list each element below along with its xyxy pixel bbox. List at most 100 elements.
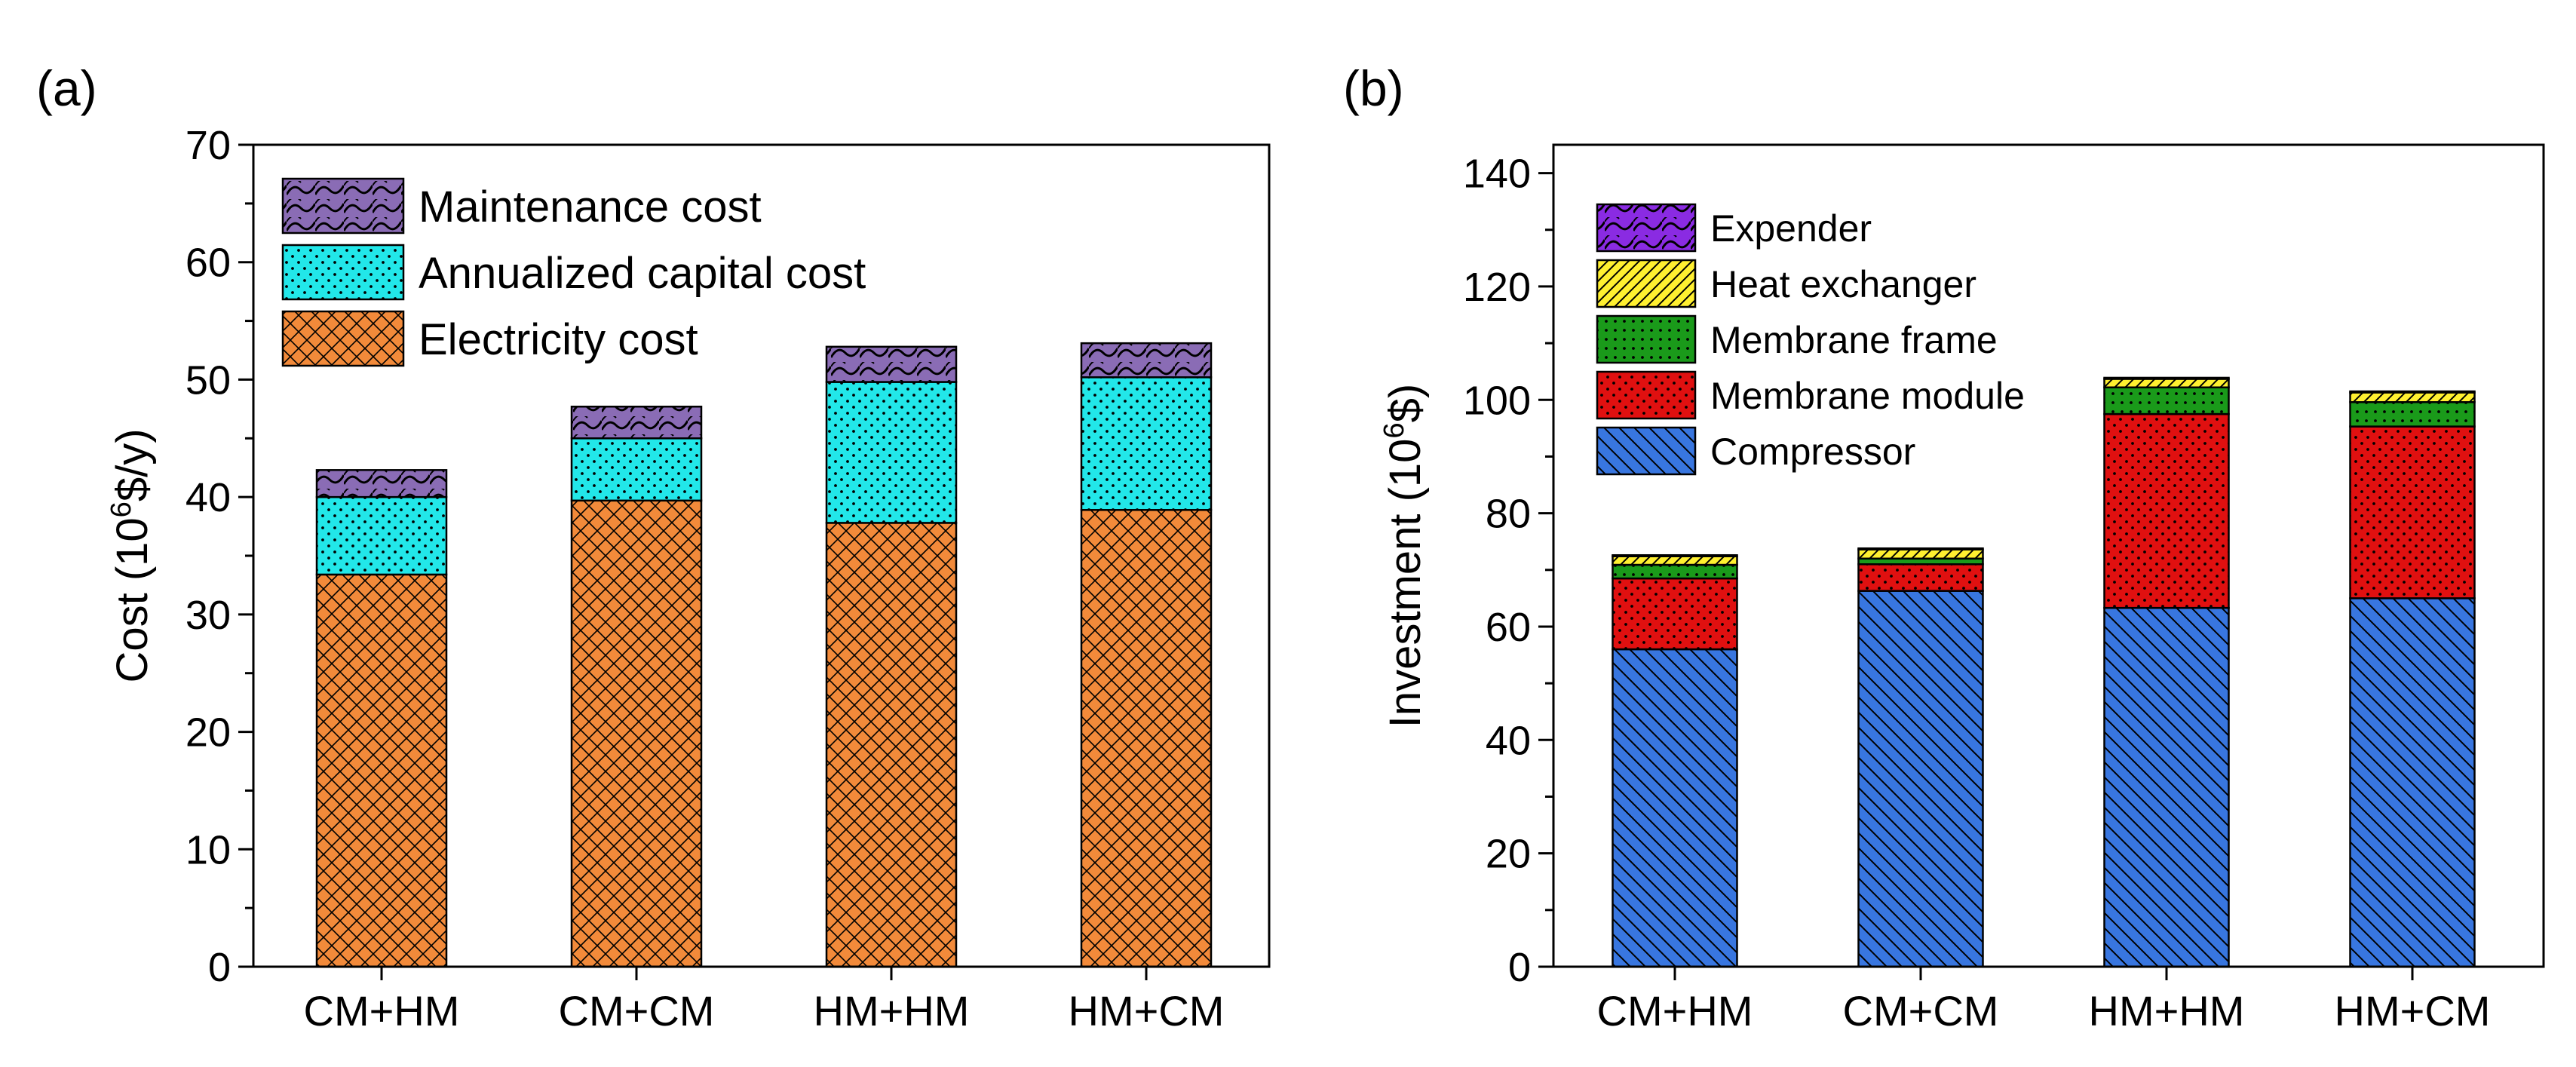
- bar-cm-hm-expender-pattern: [1612, 553, 1738, 558]
- x-tick-label-hm-hm: HM+HM: [814, 987, 970, 1035]
- bar-cm-cm-annualized-capital-cost: [570, 437, 703, 502]
- bar-cm-cm-electricity-cost: [570, 499, 703, 968]
- bar-hm-cm-compressor: [2349, 597, 2476, 968]
- y-tick-label: 60: [1486, 605, 1531, 650]
- bar-hm-cm-maintenance-cost: [1080, 342, 1213, 379]
- bar-cm-hm-expender: [1612, 553, 1738, 558]
- legend-swatch: [281, 310, 405, 367]
- bar-hm-hm-electricity-cost-pattern: [825, 522, 958, 968]
- y-tick-label: 20: [1486, 832, 1531, 877]
- y-tick-label: 100: [1463, 378, 1531, 423]
- legend-label: Compressor: [1710, 431, 1915, 473]
- bar-hm-hm-heat-exchanger-pattern: [2103, 378, 2230, 388]
- bar-cm-hm-electricity-cost-pattern: [315, 573, 448, 968]
- bar-hm-hm-expender-pattern: [2103, 376, 2230, 380]
- bar-cm-hm-heat-exchanger-pattern: [1612, 555, 1738, 566]
- bar-hm-cm-membrane-frame-pattern: [2349, 401, 2476, 428]
- bar-cm-cm-expender-pattern: [1857, 547, 1984, 550]
- legend-label: Heat exchanger: [1710, 263, 1976, 305]
- x-tick-label-cm-cm: CM+CM: [1843, 987, 1999, 1035]
- panel-label: (b): [1343, 60, 1404, 116]
- bar-hm-hm-heat-exchanger: [2103, 378, 2230, 388]
- bar-hm-cm-annualized-capital-cost-pattern: [1080, 376, 1213, 511]
- bar-cm-cm-compressor-pattern: [1857, 590, 1984, 968]
- y-tick-label: 120: [1463, 265, 1531, 310]
- y-tick-label: 50: [186, 357, 231, 403]
- bar-cm-cm-maintenance-cost: [570, 405, 703, 440]
- bar-hm-cm-electricity-cost-pattern: [1080, 509, 1213, 968]
- legend-label: Electricity cost: [419, 315, 698, 364]
- bar-cm-hm-membrane-frame: [1612, 563, 1738, 580]
- bar-hm-cm-heat-exchanger-pattern: [2349, 391, 2476, 403]
- legend-item-annualized-capital-cost: Annualized capital cost: [281, 244, 866, 301]
- bar-hm-hm-electricity-cost: [825, 522, 958, 968]
- legend-item-membrane-frame: Membrane frame: [1596, 314, 1998, 364]
- bar-cm-hm-annualized-capital-cost: [315, 495, 448, 576]
- bar-hm-hm-maintenance-cost: [825, 345, 958, 383]
- legend-item-maintenance-cost: Maintenance cost: [281, 177, 762, 235]
- bar-hm-cm-membrane-module: [2349, 425, 2476, 599]
- y-axis-label-main: Cost (10: [108, 517, 157, 682]
- legend-swatch: [281, 177, 405, 235]
- bar-hm-cm-expender-pattern: [2349, 390, 2476, 394]
- bar-cm-hm-compressor: [1612, 648, 1738, 968]
- y-tick-label: 0: [1508, 945, 1531, 990]
- plot-frame: [1552, 143, 2545, 968]
- legend-label: Maintenance cost: [419, 182, 762, 231]
- x-tick-label-hm-hm: HM+HM: [2089, 987, 2245, 1035]
- legend-swatch: [1596, 203, 1697, 253]
- y-axis-label-sup: 6: [106, 501, 137, 517]
- bar-cm-hm-electricity-cost: [315, 573, 448, 968]
- bar-cm-cm-electricity-cost-pattern: [570, 499, 703, 968]
- y-tick-label: 140: [1463, 152, 1531, 197]
- y-tick-label: 0: [208, 945, 231, 990]
- legend-item-expender: Expender: [1596, 203, 1872, 253]
- bar-hm-cm-membrane-module-pattern: [2349, 425, 2476, 599]
- bar-cm-hm-maintenance-cost: [315, 469, 448, 498]
- legend-item-heat-exchanger: Heat exchanger: [1596, 259, 1976, 308]
- bar-cm-hm-maintenance-cost-pattern: [315, 469, 448, 498]
- bar-hm-hm-membrane-module: [2103, 412, 2230, 609]
- bar-hm-cm-expender: [2349, 390, 2476, 394]
- legend-swatch: [281, 244, 405, 301]
- legend-item-membrane-module: Membrane module: [1596, 370, 2025, 420]
- bar-cm-cm-maintenance-cost-pattern: [570, 405, 703, 440]
- bar-hm-cm-compressor-pattern: [2349, 597, 2476, 968]
- legend-swatch: [1596, 259, 1697, 308]
- y-tick-label: 20: [186, 710, 231, 756]
- legend: Expender Heat exchanger Membrane frame Memb…: [1596, 203, 2025, 476]
- bar-hm-cm-maintenance-cost-pattern: [1080, 342, 1213, 379]
- bar-cm-cm-heat-exchanger: [1857, 548, 1984, 560]
- x-tick-label-cm-hm: CM+HM: [1597, 987, 1753, 1035]
- legend: Maintenance cost Annualized capital cost E…: [281, 177, 866, 367]
- y-axis-label: Cost (106$/y): [106, 428, 157, 682]
- bar-cm-cm-compressor: [1857, 590, 1984, 968]
- bar-hm-hm-maintenance-cost-pattern: [825, 345, 958, 383]
- y-tick-label: 60: [186, 241, 231, 286]
- bar-hm-hm-membrane-frame: [2103, 386, 2230, 415]
- y-axis-label: Investment (106$): [1378, 384, 1430, 728]
- y-axis-label-main: Investment (10: [1381, 439, 1430, 728]
- y-axis-label-tail: $): [1381, 384, 1430, 423]
- bar-cm-cm-membrane-module: [1857, 563, 1984, 592]
- bar-cm-hm-compressor-pattern: [1612, 648, 1738, 968]
- bar-cm-hm-membrane-frame-pattern: [1612, 563, 1738, 580]
- y-tick-label: 40: [186, 475, 231, 520]
- bar-hm-hm-annualized-capital-cost: [825, 381, 958, 524]
- bar-hm-hm-compressor-pattern: [2103, 606, 2230, 968]
- panel-label: (a): [36, 60, 97, 116]
- y-axis-label-tail: $/y): [108, 428, 157, 501]
- y-axis-label-sup: 6: [1378, 422, 1410, 438]
- bar-hm-hm-expender: [2103, 376, 2230, 380]
- legend-swatch: [1596, 370, 1697, 420]
- legend-label: Annualized capital cost: [419, 249, 866, 298]
- x-tick-label-cm-hm: CM+HM: [304, 987, 460, 1035]
- y-tick-label: 30: [186, 593, 231, 638]
- bar-hm-hm-annualized-capital-cost-pattern: [825, 381, 958, 524]
- bar-cm-cm-membrane-module-pattern: [1857, 563, 1984, 592]
- bar-cm-hm-membrane-module: [1612, 577, 1738, 651]
- bar-hm-cm-membrane-frame: [2349, 401, 2476, 428]
- x-tick-label-hm-cm: HM+CM: [1069, 987, 1225, 1035]
- legend-label: Membrane frame: [1710, 319, 1998, 361]
- bar-cm-hm-heat-exchanger: [1612, 555, 1738, 566]
